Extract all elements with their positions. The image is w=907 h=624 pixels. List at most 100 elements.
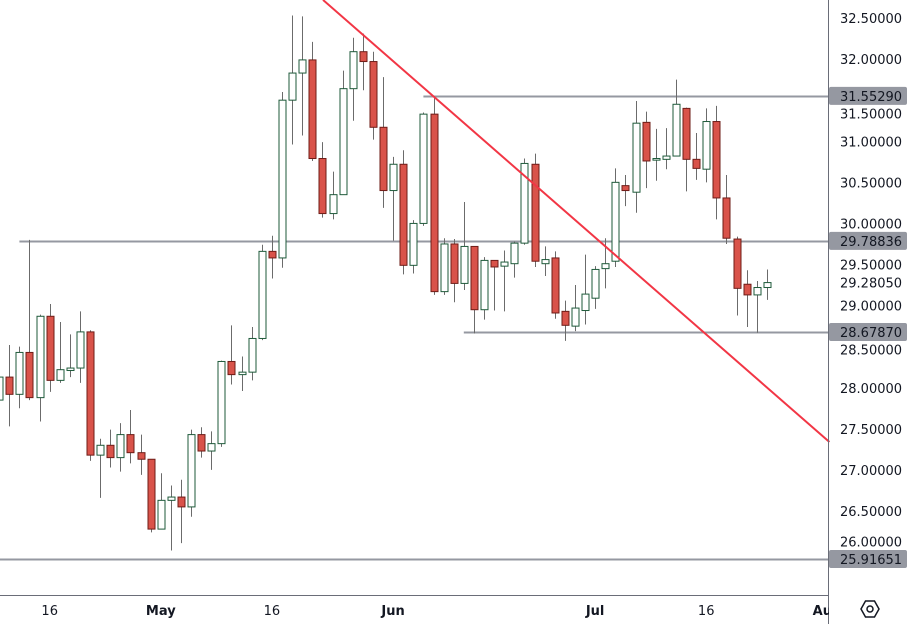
candle-body <box>106 444 115 459</box>
price-badges: 31.55290 29.78836 28.67870 25.91651 29.28050 <box>829 86 907 568</box>
candle-up <box>15 346 24 409</box>
candle-down <box>86 330 95 461</box>
candle-up <box>96 438 105 498</box>
candle-down <box>137 434 146 475</box>
candle-down <box>177 479 186 544</box>
candle-body <box>409 222 418 266</box>
price-axis[interactable]: 32.50000 32.00000 31.50000 31.00000 30.50000… <box>840 12 902 550</box>
time-tick-label: 16 <box>41 604 58 619</box>
candle-body <box>520 162 529 244</box>
candle-down <box>369 51 378 140</box>
price-level-badge <box>829 231 907 250</box>
candle-body <box>167 496 176 501</box>
candle-up <box>581 254 590 325</box>
price-tick-label: 27.50000 <box>840 423 902 438</box>
price-tick-label: 31.50000 <box>840 107 902 122</box>
candle-up <box>480 257 489 320</box>
candle-body <box>308 59 317 160</box>
price-level-badge-label: 25.91651 <box>840 553 902 568</box>
candle-body <box>76 331 85 369</box>
candle-body <box>298 59 307 74</box>
candle-body <box>601 263 610 270</box>
candle-up <box>702 108 711 183</box>
time-axis[interactable]: 16 May 16 Jun Jul 16 Au <box>41 596 907 624</box>
candle-body <box>460 245 469 284</box>
price-level-badge-label: 31.55290 <box>840 90 902 105</box>
settings-button[interactable] <box>860 600 880 618</box>
candle-up <box>36 314 45 422</box>
candle-body <box>531 163 540 262</box>
candle-up <box>238 356 247 392</box>
candle-body <box>359 51 368 63</box>
candle-down <box>743 270 752 327</box>
candle-body <box>217 360 226 445</box>
candle-up <box>217 360 226 447</box>
candle-body <box>379 126 388 192</box>
price-level-badge <box>829 322 907 341</box>
candle-body <box>258 250 267 339</box>
candle-body <box>440 243 449 293</box>
candle-body <box>561 310 570 326</box>
candle-body <box>430 113 439 293</box>
candle-body <box>126 434 135 454</box>
candle-down <box>46 303 55 392</box>
candle-body <box>66 367 75 372</box>
candle-body <box>147 458 156 530</box>
candle-up <box>339 70 348 196</box>
last-price-label: 29.28050 <box>840 277 902 292</box>
candle-body <box>36 315 45 399</box>
candle-body <box>652 158 661 161</box>
price-tick-label: 26.50000 <box>840 505 902 520</box>
candle-body <box>96 444 105 456</box>
time-tick-label: Au <box>813 604 832 619</box>
candle-body <box>137 452 146 460</box>
candle-body <box>389 163 398 192</box>
candle-body <box>278 99 287 259</box>
candle-body <box>419 113 428 224</box>
candle-body <box>46 315 55 381</box>
candle-down <box>470 245 479 334</box>
candle-body <box>0 376 4 401</box>
candle-body <box>682 107 691 160</box>
candle-up <box>76 311 85 383</box>
price-tick-label: 32.50000 <box>840 12 902 27</box>
candle-up <box>419 112 428 226</box>
candle-body <box>187 434 196 508</box>
candle-up <box>56 322 65 383</box>
candle-up <box>460 202 469 290</box>
price-tick-label: 26.00000 <box>840 535 902 550</box>
last-price-badge <box>829 273 907 292</box>
candle-down <box>692 133 701 180</box>
candle-up <box>520 158 529 245</box>
time-tick-label: May <box>146 604 176 619</box>
candle-down <box>621 174 630 207</box>
candle-body <box>5 376 14 395</box>
horizontal-levels <box>0 95 828 561</box>
candle-body <box>25 351 34 399</box>
settings-icon-center <box>866 605 874 613</box>
price-tick-label: 29.00000 <box>840 300 902 315</box>
candle-down <box>490 259 499 311</box>
candle-body <box>692 158 701 169</box>
candle-body <box>207 443 216 452</box>
price-level-badge <box>829 549 907 568</box>
price-tick-label: 29.50000 <box>840 259 902 274</box>
candle-down <box>450 239 459 303</box>
candle-body <box>611 181 620 262</box>
candle-up <box>409 220 418 274</box>
candle-up <box>258 244 267 341</box>
candles <box>0 15 772 551</box>
candle-body <box>571 307 580 327</box>
candle-up <box>207 431 216 470</box>
candle-down <box>642 111 651 189</box>
candle-body <box>632 122 641 193</box>
price-tick-label: 28.00000 <box>840 382 902 397</box>
candle-down <box>379 77 388 208</box>
candle-down <box>561 300 570 341</box>
candle-up <box>571 285 580 332</box>
candle-up <box>349 37 358 121</box>
candle-up <box>157 473 166 530</box>
candle-body <box>56 369 65 381</box>
candle-down <box>399 150 408 275</box>
